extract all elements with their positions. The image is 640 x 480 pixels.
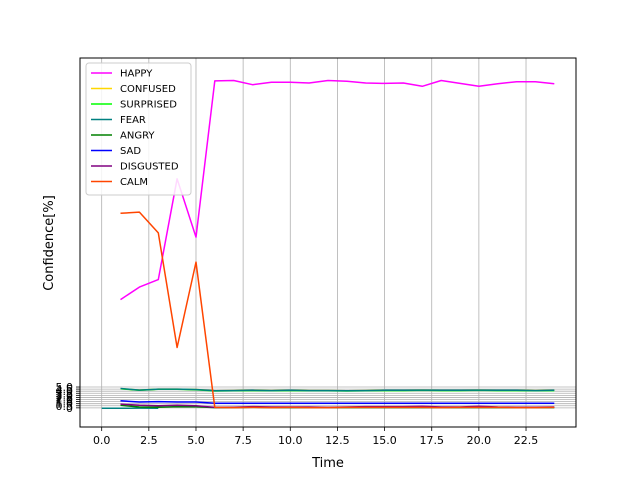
y-tick-label: 1.5 [56,396,74,409]
x-tick-label: 12.5 [325,434,350,447]
legend-label-fear: FEAR [120,115,146,126]
legend-label-happy: HAPPY [120,69,153,80]
legend-label-sad: SAD [120,146,141,157]
x-tick-label: 15.0 [372,434,397,447]
y-tick-label: 0.5 [56,400,74,413]
x-tick-label: 0.0 [93,434,111,447]
y-tick-label: 2.5 [56,391,74,404]
legend-label-disgusted: DISGUSTED [120,162,179,173]
plot-frame [79,57,577,428]
y-axis: 00.51.01.52.02.53.03.54.04.55.0 [56,381,80,415]
y-tick-label: 2.0 [56,394,74,407]
legend-label-angry: ANGRY [120,131,155,142]
x-tick-label: 10.0 [278,434,303,447]
x-tick-label: 2.5 [140,434,158,447]
x-tick-label: 7.5 [234,434,252,447]
series-line-happy [120,79,555,301]
x-tick-label: 5.0 [187,434,205,447]
x-tick-label: 22.5 [514,434,539,447]
legend-box [85,62,192,196]
y-axis-label: Confidence[%] [42,195,57,291]
series-line-fear [120,387,555,392]
legend-label-calm: CALM [120,177,148,188]
series-group [101,79,555,410]
legend: HAPPY CONFUSED SURPRISED FEAR ANGRY SAD DISGUS… [85,62,192,196]
x-axis-label: Time [311,456,344,471]
y-tick-label: 1.0 [56,398,74,411]
y-tick-label: 3.0 [56,389,74,402]
series-line-sad [120,400,555,405]
y-tick-label: 0 [66,402,73,415]
x-axis: 0.0 2.5 5.0 7.5 10.0 12.5 15.0 17.5 20.0 22.5 [93,427,538,447]
y-tick-label: 4.5 [56,383,74,396]
x-tick-label: 20.0 [467,434,492,447]
y-tick-label: 5.0 [56,381,74,394]
legend-label-confused: CONFUSED [120,84,176,95]
y-tick-label: 3.5 [56,387,74,400]
legend-label-surprised: SURPRISED [120,100,177,111]
x-tick-label: 17.5 [419,434,444,447]
y-tick-label: 4.0 [56,385,74,398]
series-line-calm [120,211,555,409]
